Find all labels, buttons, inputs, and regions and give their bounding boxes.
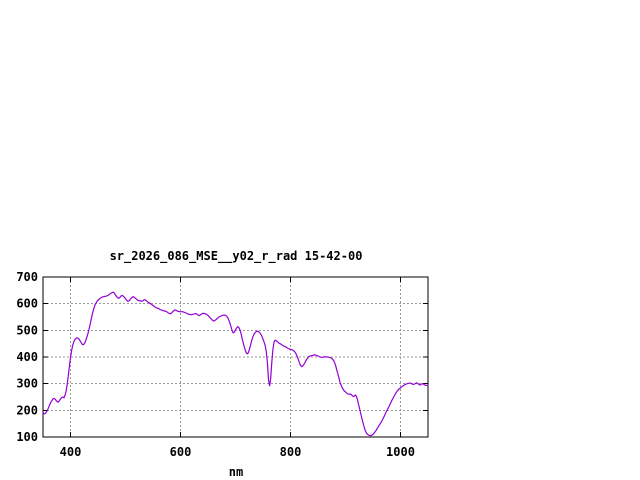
y-tick-label: 700 [16,270,38,284]
x-tick-labels: 400 600 800 1000 [60,445,415,459]
y-tick-labels: 100 200 300 400 500 600 700 [16,270,38,444]
x-tick-label: 800 [280,445,302,459]
chart-title: sr_2026_086_MSE__y02_r_rad 15-42-00 [110,249,363,264]
y-tick-label: 500 [16,323,38,337]
y-tick-label: 600 [16,297,38,311]
y-tick-label: 400 [16,350,38,364]
x-tick-label: 600 [170,445,192,459]
grid-lines [43,277,428,437]
data-curve [42,291,429,437]
x-axis-label: nm [229,465,243,479]
y-tick-label: 300 [16,377,38,391]
y-tick-label: 100 [16,430,38,444]
y-tick-label: 200 [16,403,38,417]
x-tick-label: 400 [60,445,82,459]
x-tick-label: 1000 [386,445,415,459]
plot-border [42,276,429,438]
